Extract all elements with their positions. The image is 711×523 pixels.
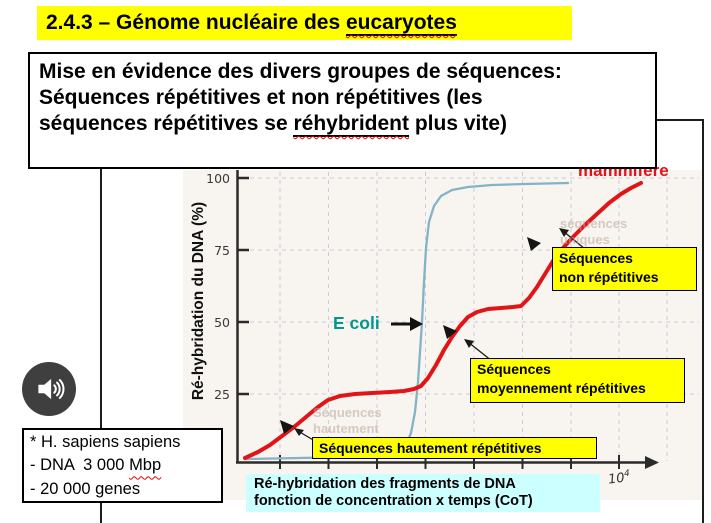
intro-text-box: Mise en évidence des divers groupes de s… xyxy=(28,52,657,169)
ecoli-pointer-arrow xyxy=(391,317,423,331)
figure-frame-left xyxy=(100,168,102,523)
ecoli-curve-label: E coli xyxy=(333,313,380,333)
spellcheck-underlined-word: eucaryotes xyxy=(345,11,457,34)
chart-caption: Ré-hybridation des fragments de DNA fonc… xyxy=(246,474,600,512)
intro-line-1: Mise en évidence des divers groupes de s… xyxy=(39,60,562,83)
speaker-audio-icon xyxy=(38,378,65,400)
y-tick-50: 50 xyxy=(214,315,230,330)
spellcheck-underlined-word: réhybrident xyxy=(293,112,410,136)
audio-speaker-button[interactable] xyxy=(22,362,76,416)
note-line-2: - DNA 3 000 Mbp xyxy=(30,456,162,475)
x-axis-end-tick-label: 104 xyxy=(607,468,631,488)
y-axis-ticks xyxy=(237,176,249,396)
gridlines xyxy=(250,172,699,461)
ghost-text-uniques: séquences uniques xyxy=(560,216,628,247)
species-note-box: * H. sapiens sapiens - DNA 3 000 Mbp - 2… xyxy=(22,428,223,503)
annotation-arrows xyxy=(294,228,586,445)
intro-line-3: séquences répétitives se réhybrident plu… xyxy=(39,112,508,138)
figure-frame-right xyxy=(702,119,704,523)
axes xyxy=(236,170,647,464)
label-moderately-repetitive-sequences: Séquences moyennement répétitives xyxy=(470,358,685,403)
intro-line-2: Séquences répétitives et non répétitives… xyxy=(39,86,483,110)
curve-marker-arrowheads xyxy=(280,237,541,434)
note-line-3: - 20 000 genes xyxy=(30,479,141,498)
label-highly-repetitive-sequences: Séquences hautement répétitives xyxy=(312,437,597,459)
caption-line-1: Ré-hybridation des fragments de DNA xyxy=(254,476,516,492)
figure-frame-top-right xyxy=(657,119,704,121)
note-line-1: * H. sapiens sapiens xyxy=(30,433,181,451)
spellcheck-underlined-word: Mbp xyxy=(129,456,162,475)
y-tick-75: 75 xyxy=(214,243,230,258)
exponent: 4 xyxy=(623,468,631,480)
label-non-repetitive-sequences: Séquences non répétitives xyxy=(552,247,697,291)
y-tick-25: 25 xyxy=(214,387,230,402)
slide-title: 2.4.3 – Génome nucléaire des eucaryotes xyxy=(37,6,572,40)
x-axis-arrowhead-icon xyxy=(645,456,659,469)
caption-line-2: fonction de concentration x temps (CoT) xyxy=(254,493,533,510)
y-tick-100: 100 xyxy=(206,171,230,186)
ghost-text-hautement: Séquences hautement xyxy=(313,405,382,436)
